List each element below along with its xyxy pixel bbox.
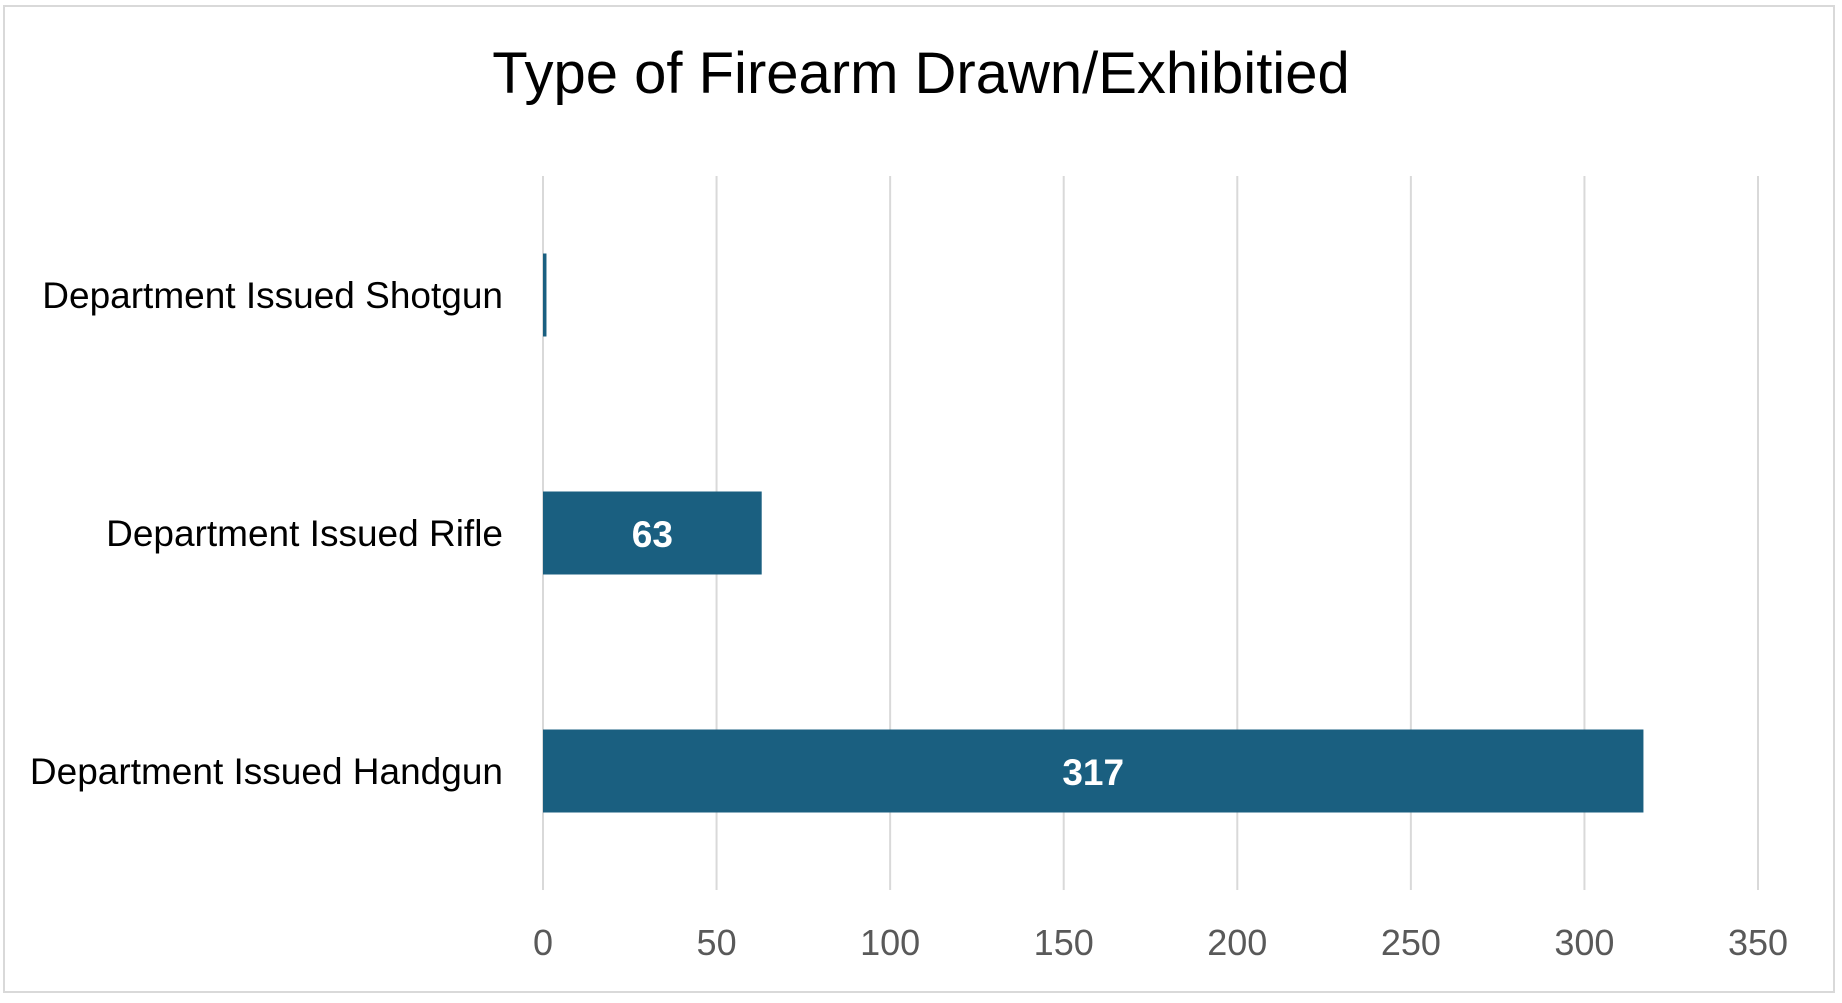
- chart-title: Type of Firearm Drawn/Exhibitied: [492, 41, 1350, 106]
- x-tick-label: 50: [697, 922, 737, 963]
- x-axis-tick-labels: 0 50 100 150 200 250 300 350: [533, 922, 1788, 963]
- x-tick-label: 250: [1381, 922, 1441, 963]
- x-tick-label: 300: [1554, 922, 1614, 963]
- bars: [543, 253, 1644, 813]
- category-label: Department Issued Shotgun: [42, 275, 503, 316]
- x-tick-label: 0: [533, 922, 553, 963]
- x-tick-label: 200: [1207, 922, 1267, 963]
- data-label: 63: [632, 514, 673, 555]
- data-labels: 63 317: [632, 514, 1124, 793]
- category-labels: Department Issued Shotgun Department Issu…: [30, 275, 503, 792]
- chart-frame: [3, 5, 1835, 993]
- x-tick-label: 150: [1034, 922, 1094, 963]
- x-tick-label: 100: [860, 922, 920, 963]
- category-label: Department Issued Handgun: [30, 751, 503, 792]
- bar: [543, 729, 1644, 813]
- data-label: 317: [1062, 752, 1124, 793]
- bar: [543, 491, 762, 575]
- bar: [543, 253, 547, 337]
- category-label: Department Issued Rifle: [106, 513, 503, 554]
- x-tick-label: 350: [1728, 922, 1788, 963]
